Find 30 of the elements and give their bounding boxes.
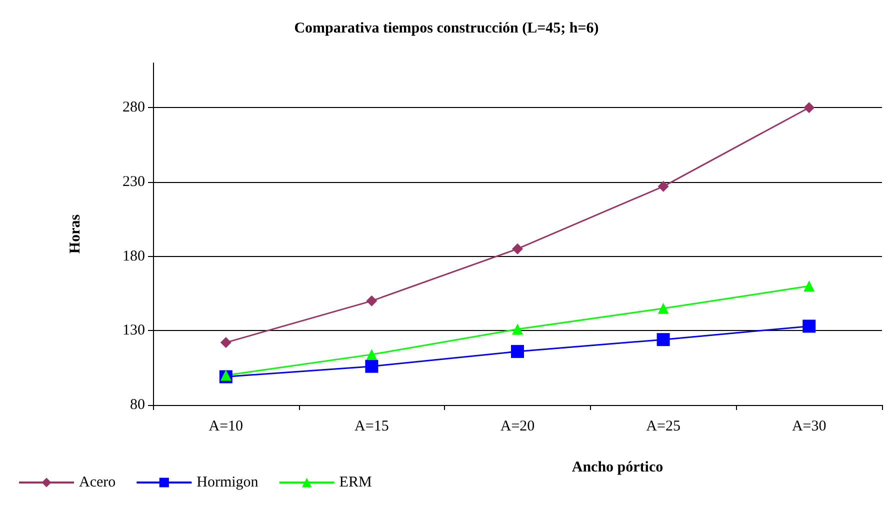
legend-label: Hormigon <box>196 474 259 490</box>
y-tick-label: 230 <box>122 174 145 190</box>
x-tick-label: A=30 <box>792 418 826 434</box>
point <box>656 333 670 346</box>
x-tick-label: A=20 <box>500 418 535 434</box>
x-tick-label: A=10 <box>208 418 244 434</box>
point <box>220 370 232 381</box>
point <box>366 295 378 306</box>
y-tick-label: 180 <box>122 248 145 264</box>
x-axis-title: Ancho pórtico <box>572 460 664 476</box>
y-tick-label: 130 <box>122 322 145 339</box>
point <box>658 302 669 314</box>
point <box>658 180 669 192</box>
point <box>512 243 523 254</box>
point <box>802 320 816 333</box>
point <box>365 360 378 373</box>
chart-title: Comparativa tiempos construcción (L=45; h=6) <box>294 20 599 36</box>
x-tick-label: A=25 <box>646 418 680 434</box>
point <box>804 102 815 114</box>
y-tick-label: 80 <box>130 397 145 413</box>
point <box>511 344 524 358</box>
legend-label: ERM <box>339 474 372 490</box>
y-tick-label: 280 <box>122 100 145 116</box>
legend-label: Acero <box>79 474 116 490</box>
y-axis-title: Horas <box>68 214 84 254</box>
point <box>220 337 232 348</box>
point <box>512 324 523 335</box>
point <box>366 348 378 360</box>
x-tick-label: A=15 <box>354 418 389 434</box>
point <box>804 280 815 292</box>
